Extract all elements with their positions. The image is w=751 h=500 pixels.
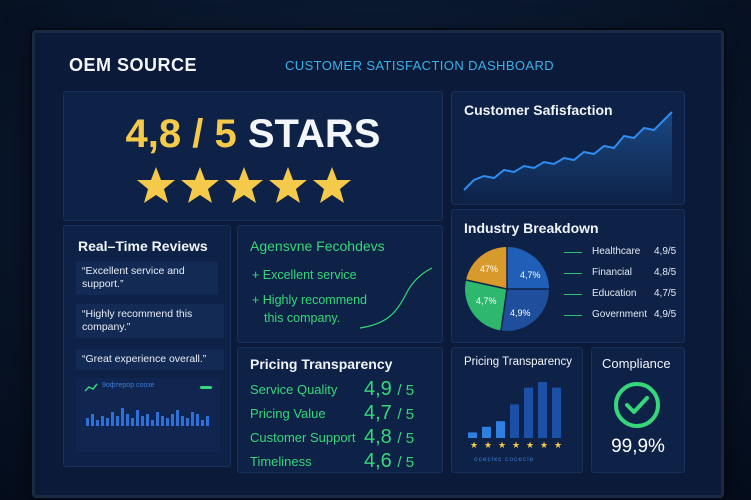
industry-pie-chart <box>465 247 549 331</box>
pie-label: 47% <box>480 264 499 274</box>
compliance-value: 99,9% <box>611 436 665 457</box>
compliance-panel: Compliance 99,9% <box>591 347 685 473</box>
pricing-chart-caption: осесікс сосесіе <box>474 456 535 463</box>
rating-star-icon: ★ <box>484 441 492 451</box>
pie-slice-government <box>501 289 549 331</box>
star-icon <box>181 167 219 203</box>
metric-value: 4,7 / 5 <box>364 402 415 424</box>
industry-panel: Industry Breakdown 47% 4,7% 4,7% 4,9% He… <box>451 209 685 343</box>
rating-star-icon: ★ <box>540 441 548 451</box>
rating-stars <box>136 166 356 209</box>
satisfaction-line <box>463 111 673 191</box>
pricing-bar <box>496 421 505 438</box>
brand-logo: OEM SOURCE <box>69 55 198 75</box>
industry-row-education: Education <box>564 288 636 299</box>
pricing-bar <box>524 387 533 438</box>
metric-label: Customer Support <box>250 430 356 445</box>
feedback-trend-line <box>359 267 433 329</box>
metric-label: Timeliness <box>250 454 312 469</box>
review-card: “Highly recommend this company.” <box>76 304 224 338</box>
satisfaction-title: Customer Safisfaction <box>464 102 613 118</box>
star-icon <box>313 167 351 203</box>
feedback-panel: Agensvne Fecohdevs + Excellent service +… <box>237 225 443 343</box>
satisfaction-panel: Customer Safisfaction <box>451 91 685 205</box>
pie-label: 4,7% <box>520 270 541 280</box>
satisfaction-area <box>464 112 672 204</box>
pie-slice-financial <box>466 247 507 289</box>
rating-star-icon: ★ <box>470 441 478 451</box>
legend-line-icon <box>564 252 582 253</box>
metric-label: Service Quality <box>250 382 338 397</box>
industry-score: 4,9/5 <box>654 309 677 320</box>
industry-score: 4,8/5 <box>654 267 677 278</box>
pricing-bar <box>468 432 477 438</box>
pricing-bar-chart: ★ ★ ★ ★ ★ ★ ★ <box>468 382 562 451</box>
star-icon <box>269 167 307 203</box>
rating-star-icon: ★ <box>512 441 520 451</box>
check-circle-icon <box>614 382 660 428</box>
sparkline-icon <box>84 383 98 392</box>
pricing-chart-panel: Pricing Transparency ★ ★ ★ ★ ★ ★ ★ осесікс … <box>451 347 583 473</box>
pie-label: 4,9% <box>510 308 531 318</box>
industry-row-healthcare: Healthcare <box>564 246 640 257</box>
feedback-item: this company. <box>264 311 341 325</box>
overall-rating: 4,8 / 5 STARS <box>64 112 442 157</box>
feedback-item: + Excellent service <box>252 268 357 282</box>
legend-line-icon <box>564 315 582 316</box>
pricing-bar <box>510 404 519 438</box>
pie-label: 4,7% <box>476 296 497 306</box>
reviews-title: Real–Time Reviews <box>78 238 208 254</box>
dashboard-screen: OEM SOURCE CUSTOMER SATISFACTION DASHBOA… <box>32 30 724 498</box>
mini-bar-chart <box>86 408 209 426</box>
rating-star-icon: ★ <box>526 441 534 451</box>
pie-slice-healthcare <box>507 247 549 289</box>
rating-panel: 4,8 / 5 STARS <box>63 91 443 221</box>
star-icon <box>137 167 175 203</box>
compliance-title: Compliance <box>602 356 671 371</box>
pricing-title: Pricing Transparency <box>250 356 393 372</box>
rating-value: 4,8 / 5 <box>125 112 237 156</box>
rating-label: STARS <box>247 112 381 156</box>
industry-row-government: Government <box>564 309 647 320</box>
pricing-panel: Pricing Transparency Service Quality 4,9… <box>237 347 443 473</box>
industry-row-financial: Financial <box>564 267 632 278</box>
pricing-bar <box>538 382 547 438</box>
star-icon <box>225 167 263 203</box>
feedback-title: Agensvne Fecohdevs <box>250 238 385 254</box>
feedback-item: + Highly recommend <box>252 293 367 307</box>
industry-title: Industry Breakdown <box>464 220 599 236</box>
pricing-bar <box>552 387 561 438</box>
industry-score: 4,9/5 <box>654 246 677 257</box>
mini-chart-caption: 9офтерор соозе <box>102 382 155 389</box>
reviews-panel: Real–Time Reviews “Excellent service and… <box>63 225 231 467</box>
metric-label: Pricing Value <box>250 406 326 421</box>
satisfaction-line-chart <box>463 111 673 204</box>
mini-chart-indicator <box>200 386 212 389</box>
industry-score: 4,7/5 <box>654 288 677 299</box>
metric-value: 4,9 / 5 <box>364 378 415 400</box>
dashboard-title: CUSTOMER SATISFACTION DASHBOARD <box>285 58 555 73</box>
review-card: “Excellent service and support.” <box>76 261 218 295</box>
review-card: “Great experience overall.” <box>76 349 224 370</box>
metric-value: 4,6 / 5 <box>364 450 415 472</box>
rating-star-icon: ★ <box>554 441 562 451</box>
legend-line-icon <box>564 273 582 274</box>
metric-value: 4,8 / 5 <box>364 426 415 448</box>
reviews-mini-chart: 9офтерор соозе <box>76 378 220 452</box>
pie-slice-education <box>465 280 507 331</box>
rating-star-icon: ★ <box>498 441 506 451</box>
legend-line-icon <box>564 294 582 295</box>
pricing-chart-title: Pricing Transparency <box>464 356 573 368</box>
pricing-bar <box>482 426 491 438</box>
